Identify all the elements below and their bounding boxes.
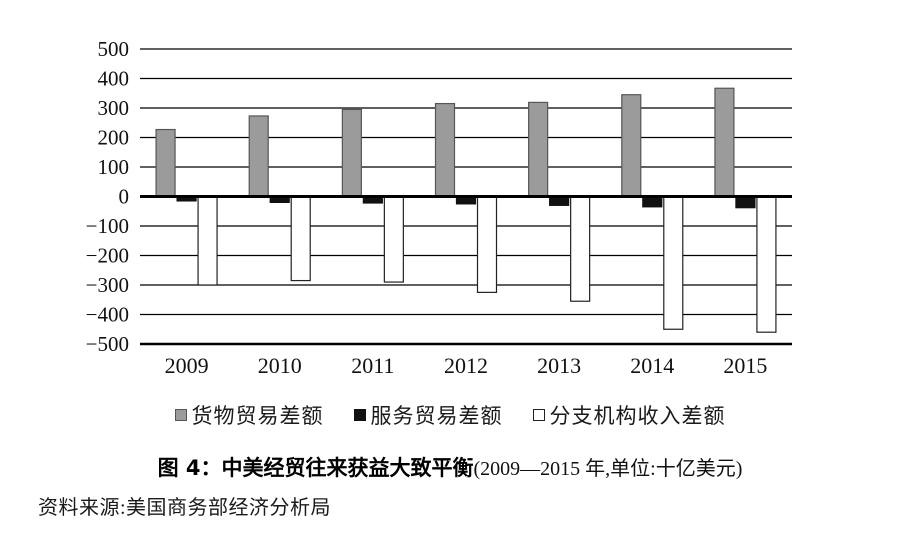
- chart-legend: 货物贸易差额 服务贸易差额 分支机构收入差额: [0, 399, 900, 431]
- legend-item-services: 服务贸易差额: [353, 400, 503, 430]
- bar-分支机构收入差额-2013: [570, 195, 591, 302]
- figure-caption-main: 图 4：中美经贸往来获益大致平衡: [157, 456, 474, 480]
- x-tick-label-2010: 2010: [258, 353, 302, 378]
- bar-货物贸易差额-2011: [341, 108, 362, 198]
- y-tick-label: 100: [98, 155, 130, 179]
- legend-label-goods: 货物贸易差额: [191, 404, 324, 428]
- bar-分支机构收入差额-2015: [756, 195, 777, 333]
- y-tick-label: −500: [86, 332, 129, 356]
- bar-分支机构收入差额-2009: [197, 195, 218, 286]
- legend-label-services: 服务贸易差额: [370, 404, 503, 428]
- bar-分支机构收入差额-2011: [383, 195, 404, 283]
- y-tick-label: 400: [98, 67, 130, 91]
- goods-swatch-icon: [174, 409, 187, 421]
- y-tick-label: 0: [119, 185, 130, 209]
- x-tick-label-2015: 2015: [723, 353, 767, 378]
- bar-分支机构收入差额-2010: [290, 195, 311, 282]
- bar-货物贸易差额-2013: [528, 101, 549, 198]
- figure-caption: 图 4：中美经贸往来获益大致平衡(2009—2015 年,单位:十亿美元): [0, 452, 900, 482]
- source-note: 资料来源:美国商务部经济分析局: [38, 497, 332, 519]
- legend-item-goods: 货物贸易差额: [174, 400, 324, 430]
- x-tick-label-2009: 2009: [165, 353, 209, 378]
- bar-服务贸易差额-2014: [642, 195, 663, 208]
- bar-分支机构收入差额-2014: [663, 195, 684, 330]
- y-tick-label: −100: [86, 214, 129, 238]
- x-tick-label-2014: 2014: [630, 353, 674, 378]
- bar-chart-canvas: 500 400 300 200 100 0 −100 −200 −300 −400 −500 2009…: [86, 37, 792, 378]
- y-tick-label: 500: [98, 37, 130, 61]
- bar-货物贸易差额-2014: [621, 94, 642, 198]
- x-tick-label-2012: 2012: [444, 353, 488, 378]
- y-tick-label: −200: [86, 244, 129, 268]
- affiliate-swatch-icon: [532, 409, 545, 421]
- y-tick-label: −300: [86, 273, 129, 297]
- bar-分支机构收入差额-2012: [476, 195, 498, 293]
- x-tick-label-2011: 2011: [351, 353, 394, 378]
- legend-label-affiliate: 分支机构收入差额: [549, 404, 726, 428]
- figure-caption-paren: (2009—2015 年,单位:十亿美元): [473, 458, 743, 480]
- bar-货物贸易差额-2009: [155, 128, 176, 198]
- services-swatch-icon: [353, 409, 366, 421]
- bar-服务贸易差额-2015: [735, 195, 756, 209]
- y-tick-label: 300: [98, 96, 130, 120]
- bar-货物贸易差额-2012: [434, 102, 456, 198]
- y-tick-label: 200: [98, 126, 130, 150]
- x-tick-label-2013: 2013: [537, 353, 581, 378]
- bar-货物贸易差额-2010: [248, 115, 269, 198]
- legend-item-affiliate: 分支机构收入差额: [532, 400, 726, 430]
- y-tick-label: −400: [86, 303, 129, 327]
- bar-货物贸易差额-2015: [714, 87, 735, 198]
